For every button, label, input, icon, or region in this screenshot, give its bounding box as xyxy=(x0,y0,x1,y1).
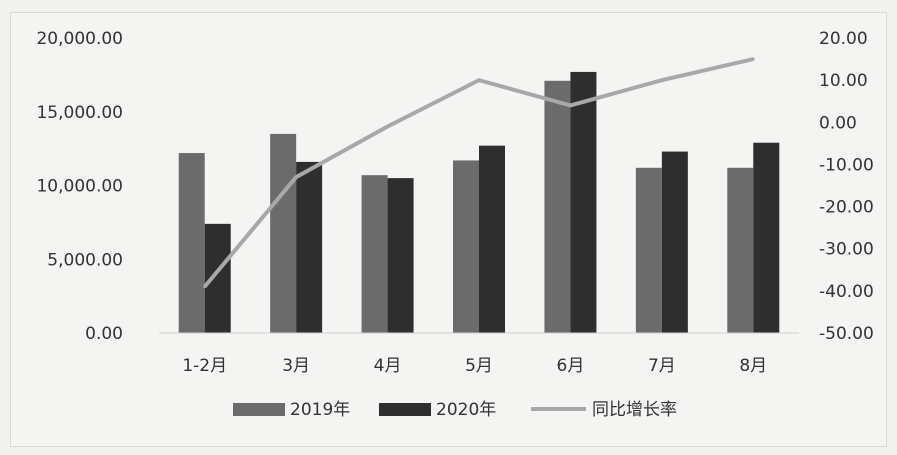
growth-rate-point-3 xyxy=(477,78,481,82)
legend-label-1: 2020年 xyxy=(436,400,496,420)
y-left-tick-label: 5,000.00 xyxy=(47,250,123,270)
x-tick-label: 4月 xyxy=(374,356,402,376)
bar-2020-6 xyxy=(753,142,780,333)
legend-label-0: 2019年 xyxy=(290,400,350,420)
y-right-tick-label: 20.00 xyxy=(819,29,868,49)
x-tick-label: 5月 xyxy=(465,356,493,376)
combo-chart: 0.00 5,000.00 10,000.00 15,000.00 20,000.00 -… xyxy=(36,29,874,420)
y-right-tick-label: -20.00 xyxy=(819,198,874,218)
y-right-tick-label: 0.00 xyxy=(819,113,857,133)
x-tick-label: 6月 xyxy=(557,356,585,376)
bar-2020-2 xyxy=(387,178,414,333)
bar-2019-5 xyxy=(635,167,662,333)
x-tick-label: 7月 xyxy=(648,356,676,376)
bar-2020-1 xyxy=(296,161,323,333)
y-left-tick-label: 20,000.00 xyxy=(36,29,123,49)
bar-2019-1 xyxy=(270,133,297,333)
growth-rate-point-0 xyxy=(203,285,207,289)
growth-rate-point-4 xyxy=(568,103,572,107)
chart-frame: 0.00 5,000.00 10,000.00 15,000.00 20,000.00 -… xyxy=(10,12,887,447)
bar-2020-4 xyxy=(570,71,597,334)
growth-rate-point-1 xyxy=(294,175,298,179)
bar-2019-6 xyxy=(727,167,754,333)
growth-rate-point-6 xyxy=(751,57,755,61)
y-left-tick-label: 0.00 xyxy=(85,324,123,344)
y-right-tick-label: 10.00 xyxy=(819,71,868,91)
bar-2019-3 xyxy=(453,160,479,333)
bar-2019-0 xyxy=(178,153,205,333)
growth-rate-point-2 xyxy=(386,125,390,128)
y-left-tick-label: 15,000.00 xyxy=(36,103,123,123)
bar-2019-4 xyxy=(544,80,571,334)
x-tick-label: 8月 xyxy=(739,356,767,376)
bar-2019-2 xyxy=(361,175,388,333)
x-tick-label: 3月 xyxy=(282,356,310,376)
y-right-tick-label: -50.00 xyxy=(819,324,874,344)
bar-2020-5 xyxy=(661,151,688,333)
y-right-tick-label: -40.00 xyxy=(819,282,874,302)
legend-swatch-1 xyxy=(379,403,431,416)
legend-swatch-0 xyxy=(233,403,285,416)
y-right-tick-label: -30.00 xyxy=(819,240,874,260)
growth-rate-point-5 xyxy=(660,78,664,82)
bar-2020-3 xyxy=(479,145,505,333)
y-right-tick-label: -10.00 xyxy=(819,155,874,175)
y-left-tick-label: 10,000.00 xyxy=(36,177,123,197)
legend-label-2: 同比增长率 xyxy=(592,400,677,420)
bar-2020-0 xyxy=(204,223,231,333)
x-tick-label: 1-2月 xyxy=(182,356,227,376)
